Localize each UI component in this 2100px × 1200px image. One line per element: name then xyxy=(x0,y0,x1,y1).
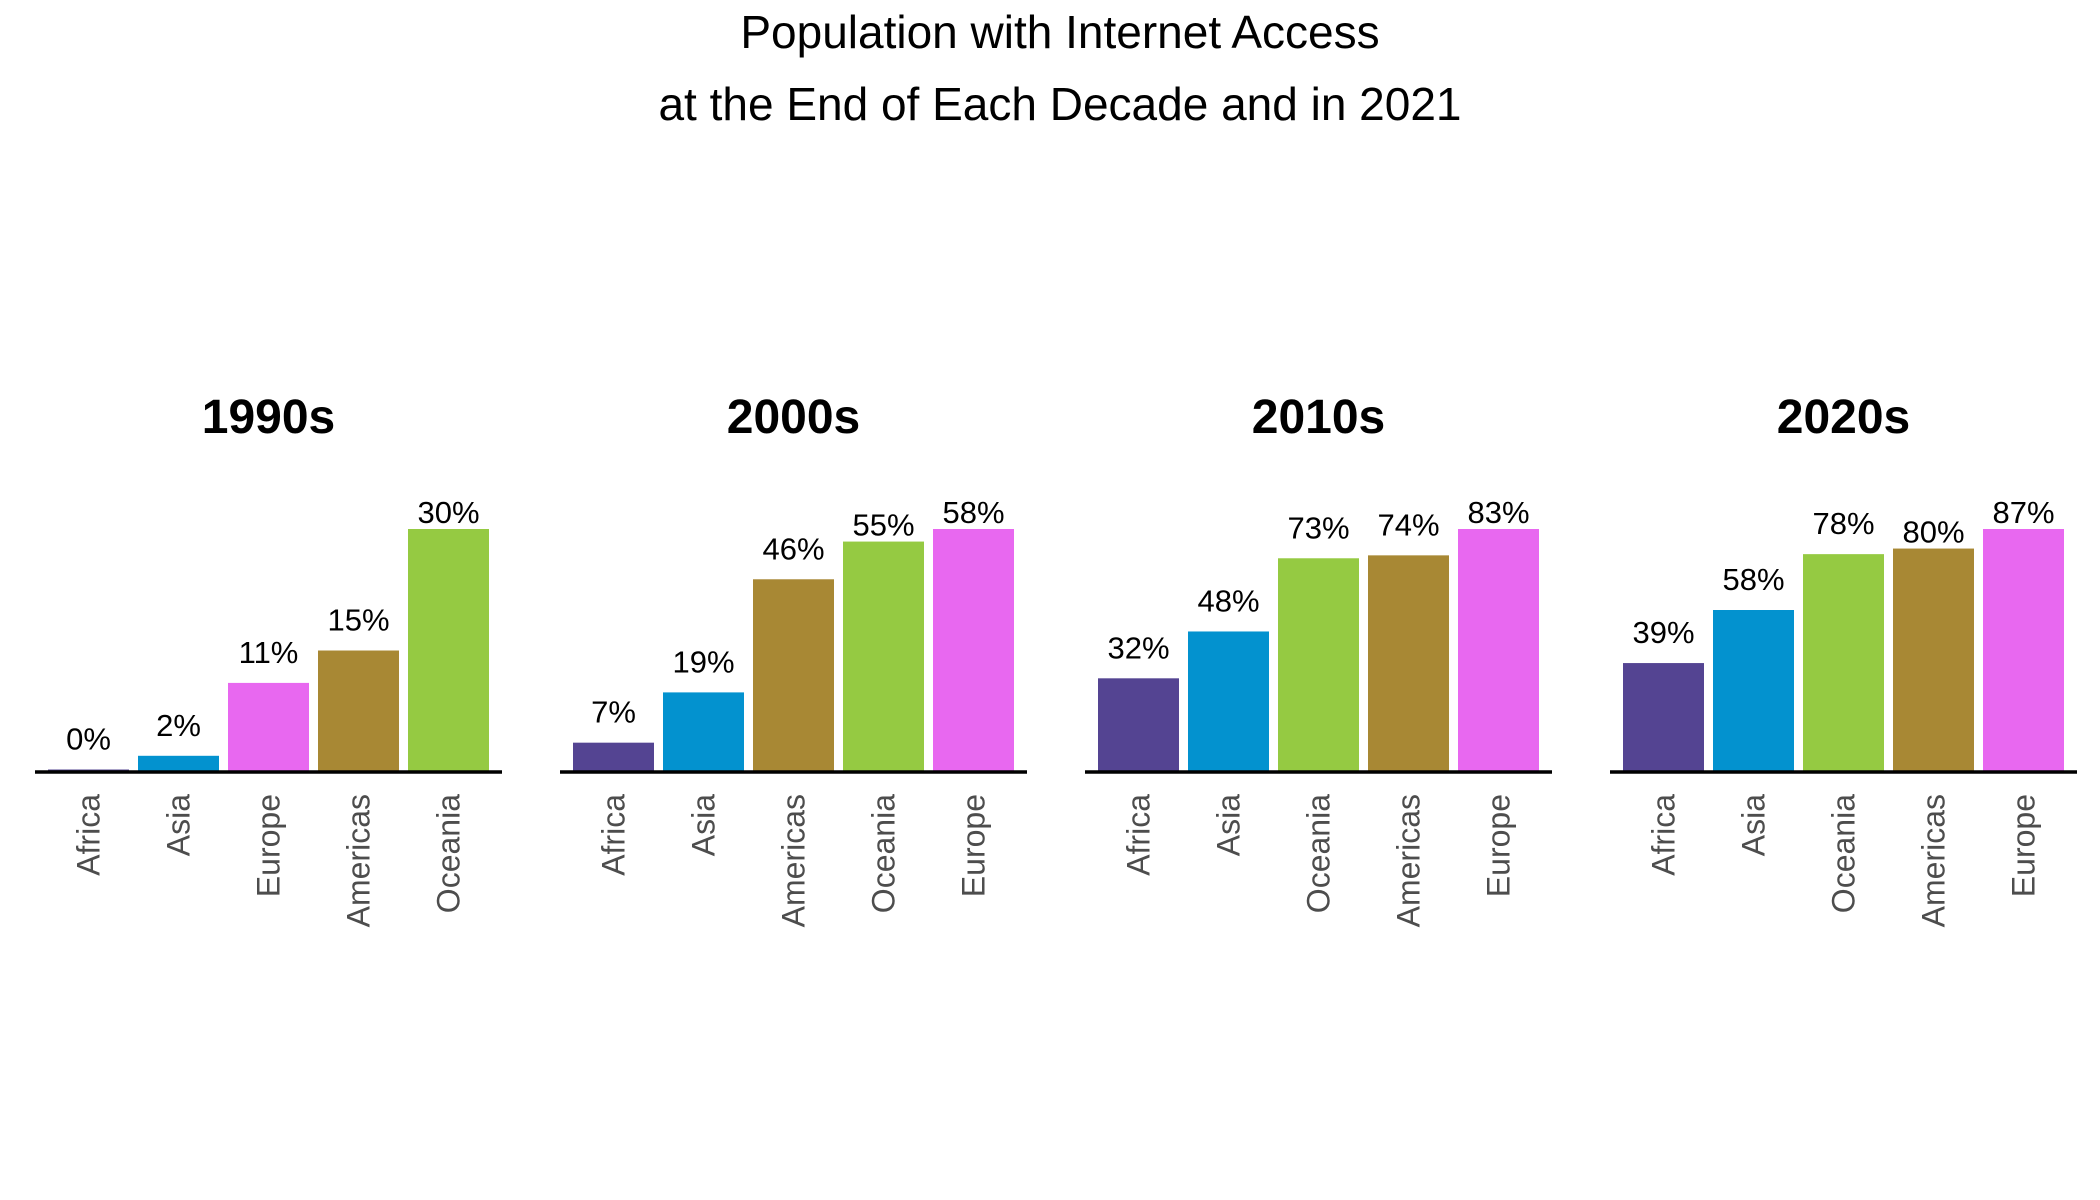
value-label: 15% xyxy=(327,603,389,638)
panel-2000s: 2000s 7% Africa 19% Asia 46% Americas 55% Oceani… xyxy=(560,391,1027,927)
bar-americas xyxy=(753,579,834,772)
value-label: 19% xyxy=(672,644,734,679)
panel-2020s: 2020s 39% Africa 58% Asia 78% Oceania 80% Americ… xyxy=(1610,391,2077,927)
tick-label-asia: Asia xyxy=(161,794,197,856)
bar-americas xyxy=(318,650,399,772)
tick-label-americas: Americas xyxy=(341,794,377,927)
value-label: 83% xyxy=(1467,495,1529,530)
tick-label-asia: Asia xyxy=(1736,794,1772,856)
panel-title: 2020s xyxy=(1777,391,1910,444)
bar-europe xyxy=(228,682,309,772)
panel-2010s: 2010s 32% Africa 48% Asia 73% Oceania 74% Americ… xyxy=(1085,391,1552,927)
bar-americas xyxy=(1368,555,1449,772)
value-label: 58% xyxy=(942,495,1004,530)
tick-label-oceania: Oceania xyxy=(431,794,467,913)
panel-1990s: 1990s 0% Africa 2% Asia 11% Europe 15% Americas 3… xyxy=(35,391,502,927)
tick-label-africa: Africa xyxy=(596,794,632,876)
value-label: 32% xyxy=(1107,630,1169,665)
panel-title: 2000s xyxy=(727,391,860,444)
tick-label-africa: Africa xyxy=(71,794,107,876)
bar-europe xyxy=(933,529,1014,772)
bar-asia xyxy=(663,692,744,772)
tick-label-asia: Asia xyxy=(1211,794,1247,856)
value-label: 46% xyxy=(762,531,824,566)
tick-label-europe: Europe xyxy=(251,794,287,897)
value-label: 55% xyxy=(852,508,914,543)
tick-label-americas: Americas xyxy=(1916,794,1952,927)
bar-africa xyxy=(1623,663,1704,772)
bar-africa xyxy=(573,742,654,772)
value-label: 80% xyxy=(1902,515,1964,550)
panel-title: 2010s xyxy=(1252,391,1385,444)
value-label: 0% xyxy=(66,722,111,757)
chart-title-line-2: at the End of Each Decade and in 2021 xyxy=(658,78,1461,130)
bar-asia xyxy=(138,755,219,772)
bar-asia xyxy=(1713,610,1794,772)
tick-label-asia: Asia xyxy=(686,794,722,856)
tick-label-europe: Europe xyxy=(2006,794,2042,897)
value-label: 87% xyxy=(1992,495,2054,530)
bar-africa xyxy=(1098,678,1179,772)
tick-label-oceania: Oceania xyxy=(1826,794,1862,913)
bar-europe xyxy=(1983,529,2064,772)
tick-label-americas: Americas xyxy=(776,794,812,927)
tick-label-europe: Europe xyxy=(1481,794,1517,897)
value-label: 39% xyxy=(1632,615,1694,650)
chart-panels: 1990s 0% Africa 2% Asia 11% Europe 15% Americas 3… xyxy=(35,391,2077,927)
tick-label-europe: Europe xyxy=(956,794,992,897)
bar-oceania xyxy=(1278,558,1359,772)
value-label: 11% xyxy=(239,635,299,670)
bar-oceania xyxy=(1803,554,1884,772)
panel-title: 1990s xyxy=(202,391,335,444)
value-label: 58% xyxy=(1722,562,1784,597)
bar-oceania xyxy=(408,529,489,772)
tick-label-africa: Africa xyxy=(1646,794,1682,876)
tick-label-americas: Americas xyxy=(1391,794,1427,927)
value-label: 74% xyxy=(1377,507,1439,542)
bar-oceania xyxy=(843,541,924,772)
value-label: 30% xyxy=(417,495,479,530)
bar-americas xyxy=(1893,548,1974,772)
chart-title: Population with Internet Access at the En… xyxy=(658,6,1461,130)
value-label: 78% xyxy=(1812,506,1874,541)
tick-label-africa: Africa xyxy=(1121,794,1157,876)
tick-label-oceania: Oceania xyxy=(1301,794,1337,913)
tick-label-oceania: Oceania xyxy=(866,794,902,913)
value-label: 48% xyxy=(1197,583,1259,618)
bar-asia xyxy=(1188,631,1269,772)
chart-title-line-1: Population with Internet Access xyxy=(740,6,1379,58)
value-label: 73% xyxy=(1287,510,1349,545)
bar-europe xyxy=(1458,529,1539,772)
value-label: 2% xyxy=(156,708,201,743)
value-label: 7% xyxy=(591,695,636,730)
